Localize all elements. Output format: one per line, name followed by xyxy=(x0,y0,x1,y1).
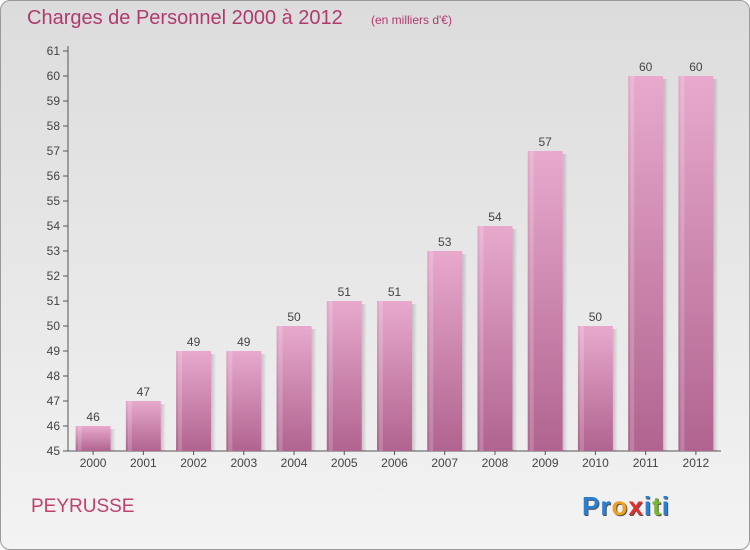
data-label: 46 xyxy=(86,410,100,424)
y-tick-label: 56 xyxy=(47,169,61,183)
x-tick-label: 2003 xyxy=(230,456,257,470)
y-tick-label: 49 xyxy=(47,344,61,358)
logo-letter: x xyxy=(628,491,644,521)
bar-highlight xyxy=(77,426,82,451)
bar-highlight xyxy=(529,151,534,451)
bar-highlight xyxy=(379,301,383,451)
bar-highlight xyxy=(630,76,635,451)
y-tick-label: 61 xyxy=(47,44,61,58)
x-tick-label: 2010 xyxy=(582,456,609,470)
logo-letter: o xyxy=(611,491,629,521)
logo-letter: i xyxy=(661,491,670,521)
bar xyxy=(226,351,262,451)
data-label: 60 xyxy=(689,60,703,74)
y-tick-label: 48 xyxy=(47,369,61,383)
y-tick-label: 50 xyxy=(47,319,61,333)
y-tick-label: 45 xyxy=(47,444,61,458)
bar xyxy=(276,326,312,451)
data-label: 51 xyxy=(338,285,352,299)
proxiti-logo: Proxiti xyxy=(582,491,670,522)
logo-letter: r xyxy=(600,491,612,521)
bar-shadow xyxy=(261,354,267,451)
data-label: 49 xyxy=(187,335,201,349)
y-tick-label: 51 xyxy=(47,294,61,308)
y-tick-label: 53 xyxy=(47,244,61,258)
bar xyxy=(377,301,412,451)
bar-highlight xyxy=(680,76,685,451)
data-label: 60 xyxy=(639,60,653,74)
bar-highlight xyxy=(178,351,183,451)
x-tick-label: 2012 xyxy=(683,456,710,470)
bar-highlight xyxy=(479,226,484,451)
x-tick-label: 2007 xyxy=(431,456,458,470)
y-tick-label: 60 xyxy=(47,69,61,83)
data-label: 53 xyxy=(438,235,452,249)
x-tick-label: 2001 xyxy=(130,456,157,470)
x-tick-label: 2000 xyxy=(80,456,107,470)
y-tick-label: 59 xyxy=(47,94,61,108)
logo-letter: t xyxy=(652,491,662,521)
x-tick-label: 2006 xyxy=(381,456,408,470)
data-label: 47 xyxy=(137,385,151,399)
data-label: 49 xyxy=(237,335,251,349)
bar-shadow xyxy=(412,304,417,451)
bar-shadow xyxy=(110,429,116,451)
bar xyxy=(427,251,463,451)
bar-shadow xyxy=(211,354,217,451)
data-label: 50 xyxy=(589,310,603,324)
bar-highlight xyxy=(228,351,233,451)
chart-title: Charges de Personnel 2000 à 2012 xyxy=(27,7,343,29)
y-tick-label: 52 xyxy=(47,269,61,283)
bar xyxy=(527,151,563,451)
bar-highlight xyxy=(328,301,333,451)
bar-shadow xyxy=(562,154,568,451)
commune-name: PEYRUSSE xyxy=(31,496,135,517)
bar-shadow xyxy=(512,229,518,451)
bar xyxy=(75,426,111,451)
bar-highlight xyxy=(429,251,434,451)
y-tick-label: 46 xyxy=(47,419,61,433)
bar-shadow xyxy=(612,329,618,451)
data-label: 54 xyxy=(488,210,502,224)
bar xyxy=(477,226,513,451)
bar xyxy=(678,76,714,451)
bar xyxy=(176,351,212,451)
bar-shadow xyxy=(361,304,367,451)
bar-highlight xyxy=(579,326,584,451)
y-tick-label: 58 xyxy=(47,119,61,133)
y-tick-label: 54 xyxy=(47,219,61,233)
x-tick-label: 2008 xyxy=(482,456,509,470)
data-label: 57 xyxy=(539,135,553,149)
bar xyxy=(326,301,362,451)
y-tick-label: 55 xyxy=(47,194,61,208)
x-tick-label: 2002 xyxy=(180,456,207,470)
logo-letter: P xyxy=(582,491,601,521)
data-label: 51 xyxy=(388,285,402,299)
x-tick-label: 2005 xyxy=(331,456,358,470)
bar-shadow xyxy=(311,329,317,451)
y-tick-label: 57 xyxy=(47,144,61,158)
bar-shadow xyxy=(160,404,166,451)
bar-shadow xyxy=(663,79,669,451)
x-tick-label: 2011 xyxy=(633,456,659,470)
y-tick-label: 47 xyxy=(47,394,61,408)
bar-shadow xyxy=(713,79,719,451)
bar-shadow xyxy=(462,254,468,451)
bar xyxy=(628,76,664,451)
bar xyxy=(577,326,613,451)
data-label: 50 xyxy=(287,310,301,324)
bar xyxy=(125,401,161,451)
bar-highlight xyxy=(278,326,283,451)
x-tick-label: 2009 xyxy=(532,456,559,470)
bar-highlight xyxy=(127,401,132,451)
x-tick-label: 2004 xyxy=(281,456,308,470)
logo-letter: i xyxy=(643,491,653,521)
chart-subtitle: (en milliers d'€) xyxy=(371,13,452,27)
